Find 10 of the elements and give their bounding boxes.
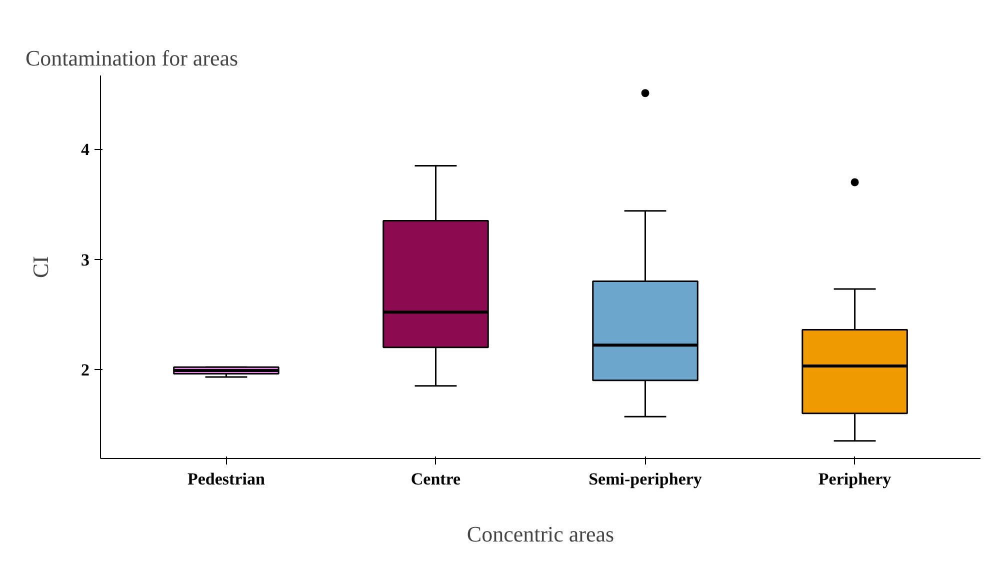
x-tick-label: Centre [410,470,462,488]
y-tick-label: 2 [81,360,90,380]
x-tick-label: Pedestrian [188,470,266,488]
chart-title: Contamination for areas [26,46,238,70]
y-axis-title: CI [28,256,53,278]
y-tick-label: 4 [81,140,90,160]
y-tick-label: 3 [81,250,90,270]
x-axis-title: Concentric areas [466,522,614,546]
x-tick-label: Semi-periphery [588,470,702,488]
x-tick-label: Periphery [818,470,892,488]
